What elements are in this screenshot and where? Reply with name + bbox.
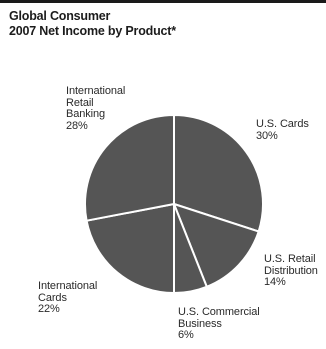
chart-title: Global Consumer — [9, 9, 111, 23]
pie-slice-us-cards — [173, 114, 264, 233]
slice-label-us-retail-distribution: U.S. Retail Distribution 14% — [264, 253, 318, 288]
slice-label-us-commercial-business: U.S. Commercial Business 6% — [178, 306, 260, 341]
slice-label-international-cards: International Cards 22% — [38, 280, 98, 315]
pie-slice-us-retail-distribution — [173, 203, 260, 288]
slice-label-international-retail-banking: International Retail Banking 28% — [66, 85, 126, 132]
pie-slice-international-cards — [85, 203, 175, 294]
chart-title-block: Global Consumer 2007 Net Income by Produ… — [9, 9, 176, 39]
pie-slice-international-retail-banking — [84, 114, 175, 222]
top-rule — [0, 0, 326, 3]
slice-label-us-cards: U.S. Cards 30% — [256, 118, 309, 142]
chart-subtitle: 2007 Net Income by Product* — [9, 24, 176, 38]
